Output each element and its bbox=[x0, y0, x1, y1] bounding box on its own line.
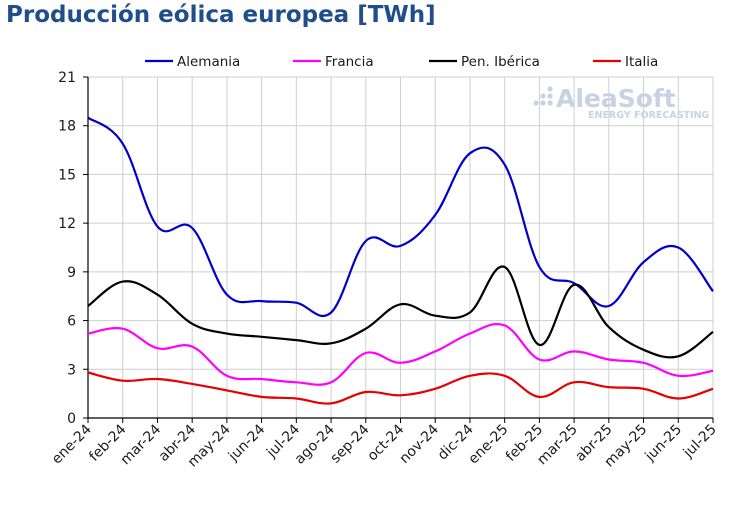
x-axis-ticks: ene-24feb-24mar-24abr-24may-24jun-24jul-… bbox=[49, 418, 720, 470]
x-tick-label: ene-25 bbox=[466, 422, 512, 468]
watermark-tagline: ENERGY FORECASTING bbox=[588, 110, 710, 121]
y-tick-label: 21 bbox=[58, 70, 76, 86]
legend-label-italia: Italia bbox=[625, 54, 658, 70]
aleasoft-logo-icon bbox=[533, 86, 553, 106]
x-tick-label: jul-25 bbox=[680, 422, 720, 462]
series-line-francia bbox=[87, 322, 714, 386]
grid-lines bbox=[87, 76, 714, 419]
x-tick-label: ene-24 bbox=[49, 421, 95, 467]
series-lines bbox=[87, 116, 714, 405]
y-tick-label: 6 bbox=[67, 314, 76, 330]
x-tick-label: jun-24 bbox=[225, 421, 269, 465]
y-axis-ticks: 0 3 6 9 12 15 18 21 bbox=[58, 70, 88, 427]
y-tick-label: 12 bbox=[58, 216, 76, 232]
y-tick-label: 3 bbox=[67, 362, 76, 378]
y-tick-label: 15 bbox=[58, 167, 76, 183]
x-tick-label: nov-24 bbox=[397, 421, 442, 466]
x-tick-label: sep-24 bbox=[328, 421, 373, 466]
legend-label-pen-ib-rica: Pen. Ibérica bbox=[461, 54, 540, 70]
series-line-pen-ib-rica bbox=[87, 265, 714, 359]
y-tick-label: 18 bbox=[58, 119, 76, 135]
series-line-italia bbox=[87, 371, 714, 405]
series-line-alemania bbox=[87, 116, 714, 318]
y-tick-label: 0 bbox=[67, 411, 76, 427]
y-tick-label: 9 bbox=[67, 265, 76, 281]
legend-label-francia: Francia bbox=[325, 54, 374, 70]
x-tick-label: jun-25 bbox=[642, 422, 685, 465]
legend: Alemania Francia Pen. Ibérica Italia bbox=[145, 54, 658, 70]
chart-title: Producción eólica europea [TWh] bbox=[6, 2, 436, 28]
legend-label-alemania: Alemania bbox=[177, 54, 240, 70]
aleasoft-watermark: AleaSoft ENERGY FORECASTING bbox=[533, 84, 710, 121]
watermark-brand: AleaSoft bbox=[556, 84, 676, 113]
